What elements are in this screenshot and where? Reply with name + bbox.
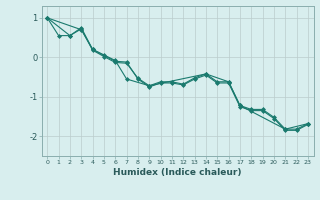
- X-axis label: Humidex (Indice chaleur): Humidex (Indice chaleur): [113, 168, 242, 177]
